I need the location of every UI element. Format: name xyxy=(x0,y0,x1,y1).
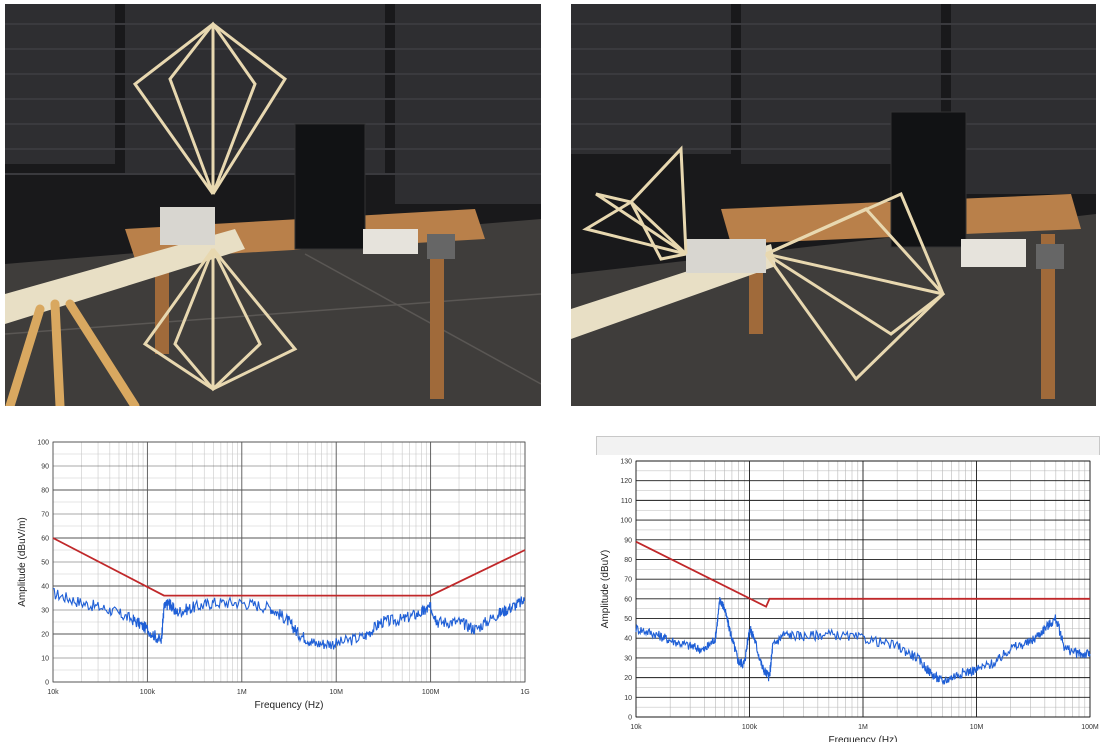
x-axis-title: Frequency (Hz) xyxy=(829,735,898,742)
y-tick-label: 90 xyxy=(624,537,632,544)
radiated-emissions-chart: 0 10 20 30 40 50 60 70 80 90 100 10k 100k 1M 10M 100M 1G… xyxy=(5,432,545,737)
y-tick-label: 0 xyxy=(45,680,49,687)
y-tick-label: 90 xyxy=(41,464,49,471)
chart-panel-header-bar xyxy=(596,436,1100,456)
x-tick-label: 100k xyxy=(140,689,156,696)
y-tick-label: 20 xyxy=(41,632,49,639)
antenna-vertical-photo xyxy=(5,4,541,406)
measurement-trace xyxy=(52,587,526,650)
x-tick-label: 100M xyxy=(422,689,440,696)
y-tick-label: 60 xyxy=(41,536,49,543)
y-tick-label: 50 xyxy=(41,560,49,567)
measurement-trace xyxy=(635,596,1091,686)
y-tick-label: 40 xyxy=(41,584,49,591)
x-tick-label: 1M xyxy=(858,724,868,731)
y-tick-label: 50 xyxy=(624,616,632,623)
y-tick-label: 60 xyxy=(624,596,632,603)
x-tick-label: 1G xyxy=(520,689,529,696)
x-tick-label: 10k xyxy=(630,724,642,731)
y-tick-label: 40 xyxy=(624,636,632,643)
antenna-horizontal-photo xyxy=(571,4,1096,406)
y-tick-label: 30 xyxy=(41,608,49,615)
y-tick-label: 0 xyxy=(628,715,632,722)
x-tick-label: 10M xyxy=(329,689,343,696)
y-tick-label: 100 xyxy=(37,440,49,447)
x-tick-label: 100M xyxy=(1081,724,1099,731)
y-tick-label: 10 xyxy=(41,656,49,663)
x-axis-title: Frequency (Hz) xyxy=(255,700,324,711)
y-tick-label: 30 xyxy=(624,655,632,662)
x-tick-label: 100k xyxy=(742,724,758,731)
x-tick-label: 10M xyxy=(970,724,984,731)
y-tick-label: 70 xyxy=(624,577,632,584)
y-tick-label: 20 xyxy=(624,675,632,682)
y-tick-label: 70 xyxy=(41,512,49,519)
radiated-emissions-plot: 0 10 20 30 40 50 60 70 80 90 100 10k 100k 1M 10M 100M 1G… xyxy=(17,440,530,712)
y-tick-label: 120 xyxy=(620,478,632,485)
y-tick-label: 110 xyxy=(621,498,632,505)
y-axis-title: Amplitude (dBuV) xyxy=(600,550,611,628)
limit-line xyxy=(635,540,1090,608)
y-tick-label: 10 xyxy=(624,695,632,702)
x-tick-label: 1M xyxy=(237,689,247,696)
y-tick-label: 100 xyxy=(620,518,632,525)
conducted-emissions-chart: 0 10 20 30 40 50 60 70 80 90 100 110 120 130 10k 100k 1M… xyxy=(596,455,1100,742)
y-tick-label: 130 xyxy=(620,459,632,466)
conducted-emissions-plot: 0 10 20 30 40 50 60 70 80 90 100 110 120 130 10k 100k 1M… xyxy=(600,459,1099,742)
limit-line xyxy=(52,537,526,597)
x-tick-label: 10k xyxy=(47,689,59,696)
y-axis-title: Amplitude (dBuV/m) xyxy=(17,517,28,606)
y-tick-label: 80 xyxy=(624,557,632,564)
y-tick-label: 80 xyxy=(41,488,49,495)
